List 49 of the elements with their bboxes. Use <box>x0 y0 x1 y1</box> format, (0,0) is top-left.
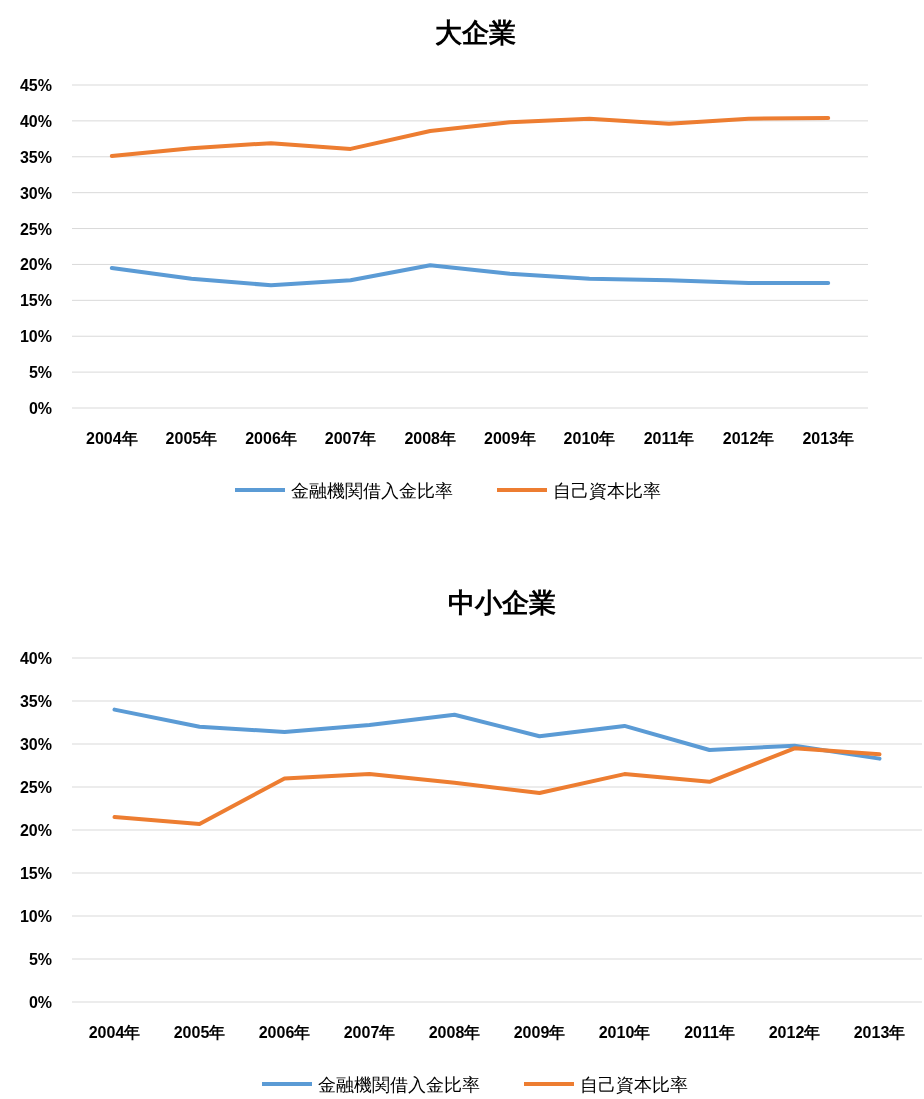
x-tick-label: 2010年 <box>563 430 616 447</box>
y-tick-label: 5% <box>28 951 52 968</box>
y-tick-label: 15% <box>19 865 52 882</box>
x-tick-label: 2009年 <box>513 1024 566 1041</box>
line-series <box>109 263 831 288</box>
x-tick-label: 2007年 <box>343 1024 396 1041</box>
chart-title: 大企業 <box>434 18 516 48</box>
y-tick-label: 35% <box>19 693 52 710</box>
legend-label: 自己資本比率 <box>553 481 661 501</box>
x-tick-label: 2008年 <box>404 430 456 447</box>
x-tick-label: 2013年 <box>853 1024 906 1041</box>
y-tick-label: 30% <box>19 184 52 202</box>
y-tick-label: 25% <box>19 220 52 238</box>
x-tick-label: 2004年 <box>88 1024 141 1041</box>
x-tick-label: 2013年 <box>802 430 854 447</box>
x-tick-label: 2006年 <box>245 430 297 447</box>
y-tick-label: 20% <box>19 256 52 274</box>
chart-title: 中小企業 <box>448 588 556 618</box>
x-tick-label: 2007年 <box>324 430 377 447</box>
line-series <box>112 746 882 826</box>
x-tick-label: 2011年 <box>684 1024 735 1041</box>
legend-label: 金融機関借入金比率 <box>291 481 453 501</box>
x-tick-label: 2004年 <box>86 430 138 447</box>
x-tick-label: 2009年 <box>484 430 536 447</box>
legend-label: 自己資本比率 <box>580 1075 688 1095</box>
x-tick-label: 2006年 <box>258 1024 311 1041</box>
y-tick-label: 40% <box>19 650 52 667</box>
x-tick-label: 2008年 <box>428 1024 481 1041</box>
y-tick-label: 45% <box>19 77 52 94</box>
y-tick-label: 15% <box>19 292 52 310</box>
y-tick-label: 0% <box>28 994 52 1011</box>
y-tick-label: 5% <box>28 364 52 382</box>
x-tick-label: 2005年 <box>173 1024 226 1041</box>
y-tick-label: 10% <box>19 908 52 925</box>
legend-label: 金融機関借入金比率 <box>318 1075 480 1095</box>
x-tick-label: 2005年 <box>165 430 218 447</box>
y-tick-label: 25% <box>19 779 52 796</box>
y-tick-label: 40% <box>19 112 52 130</box>
y-tick-label: 0% <box>28 400 52 417</box>
line-series <box>109 116 831 159</box>
x-tick-label: 2011年 <box>643 430 695 447</box>
x-tick-label: 2012年 <box>768 1024 821 1041</box>
line-series <box>112 707 882 761</box>
x-tick-label: 2010年 <box>598 1024 651 1041</box>
y-tick-label: 35% <box>19 148 52 166</box>
y-tick-label: 20% <box>19 822 52 839</box>
y-tick-label: 30% <box>19 736 52 753</box>
x-tick-label: 2012年 <box>722 430 775 447</box>
y-tick-label: 10% <box>19 328 52 346</box>
